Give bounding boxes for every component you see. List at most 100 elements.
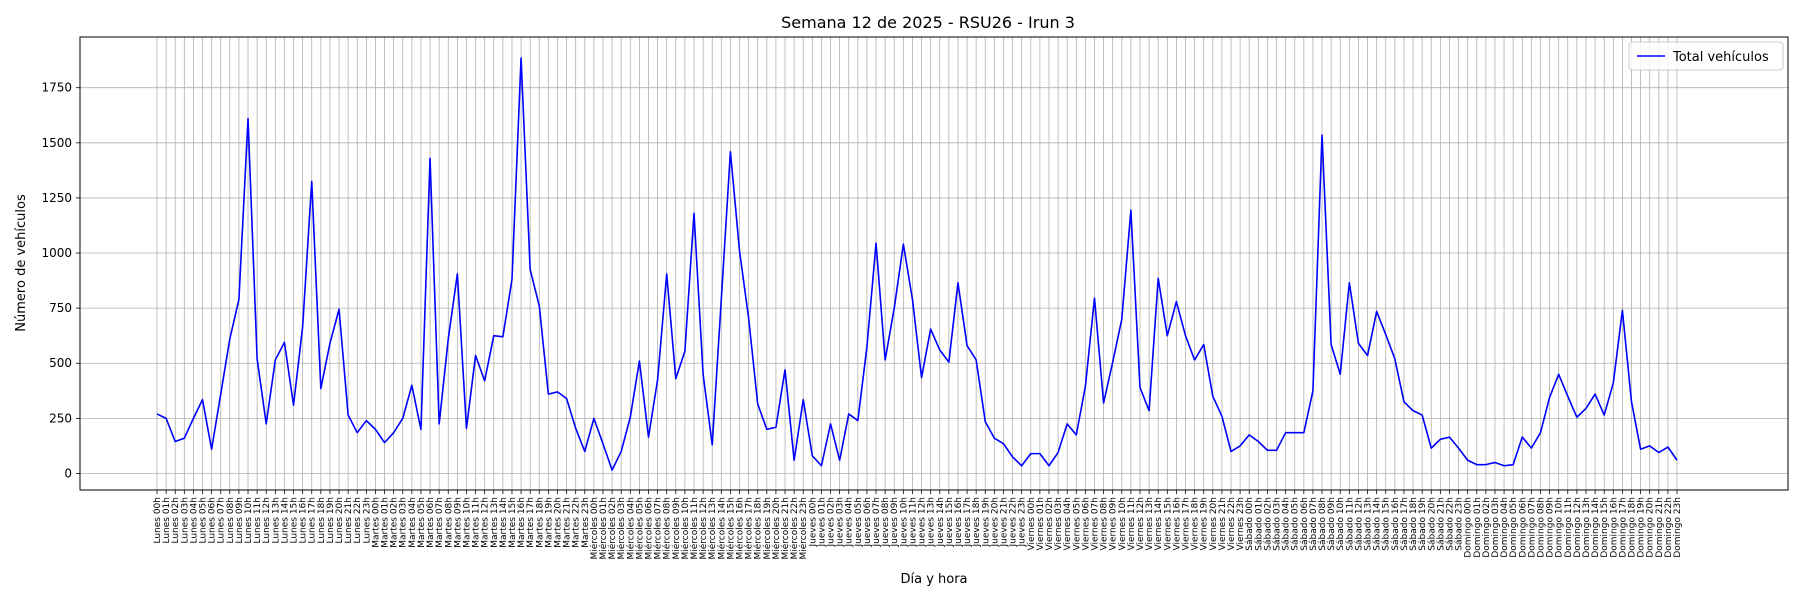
x-tick-label: Martes 03h <box>399 497 409 548</box>
data-point <box>265 423 267 425</box>
data-point <box>1048 465 1050 467</box>
y-tick-label: 1000 <box>41 246 72 260</box>
x-tick-label: Viernes 03h <box>1054 497 1064 551</box>
x-tick-label: Miércoles 20h <box>771 497 782 560</box>
x-tick-label: Jueves 10h <box>899 497 909 547</box>
y-tick-label: 1250 <box>41 191 72 205</box>
x-tick-label: Sábado 09h <box>1327 497 1337 551</box>
x-tick-label: Viernes 11h <box>1127 497 1137 551</box>
data-point <box>875 242 877 244</box>
data-point <box>547 393 549 395</box>
x-tick-label: Domingo 08h <box>1536 497 1546 558</box>
data-point <box>1103 402 1105 404</box>
data-point <box>1148 410 1150 412</box>
x-tick-label: Jueves 21h <box>999 497 1009 547</box>
data-point <box>529 269 531 271</box>
x-tick-label: Jueves 14h <box>936 497 946 547</box>
data-point <box>429 157 431 159</box>
data-point <box>456 273 458 275</box>
data-point <box>729 151 731 153</box>
x-tick-label: Lunes 18h <box>317 497 327 544</box>
x-tick-label: Martes 22h <box>572 497 582 548</box>
data-point <box>984 421 986 423</box>
x-tick-label: Jueves 04h <box>845 497 855 547</box>
data-point <box>1558 373 1560 375</box>
data-point <box>820 465 822 467</box>
x-tick-label: Sábado 07h <box>1309 497 1319 551</box>
x-tick-label: Domingo 03h <box>1491 497 1501 558</box>
data-point <box>1567 395 1569 397</box>
data-point <box>238 298 240 300</box>
data-point <box>757 403 759 405</box>
data-point <box>1376 310 1378 312</box>
data-point <box>1230 450 1232 452</box>
x-tick-label: Domingo 16h <box>1609 497 1619 558</box>
data-point <box>493 335 495 337</box>
x-tick-label: Domingo 11h <box>1564 497 1574 558</box>
x-tick-label: Miércoles 14h <box>716 497 727 560</box>
data-point <box>857 420 859 422</box>
x-tick-label: Jueves 13h <box>927 497 937 547</box>
data-point <box>1430 447 1432 449</box>
x-tick-label: Miércoles 16h <box>735 497 746 560</box>
x-tick-label: Martes 15h <box>508 497 518 548</box>
legend: Total vehículos <box>1628 41 1784 71</box>
data-point <box>1667 446 1669 448</box>
data-point <box>1175 301 1177 303</box>
data-point <box>229 338 231 340</box>
x-tick-label: Domingo 04h <box>1500 497 1510 558</box>
data-point <box>1121 318 1123 320</box>
data-point <box>1649 445 1651 447</box>
data-point <box>1476 464 1478 466</box>
x-tick-label: Sábado 12h <box>1354 497 1364 551</box>
x-tick-label: Viernes 01h <box>1036 497 1046 551</box>
data-point <box>957 282 959 284</box>
x-tick-label: Jueves 00h <box>808 497 818 547</box>
data-point <box>1084 385 1086 387</box>
x-tick-label: Lunes 08h <box>226 497 236 544</box>
plot-area-frame <box>79 36 1789 491</box>
x-tick-label: Miércoles 13h <box>707 497 718 560</box>
data-point <box>1066 423 1068 425</box>
x-tick-label: Miércoles 03h <box>616 497 627 560</box>
x-tick-label: Lunes 10h <box>244 497 254 544</box>
data-point <box>183 437 185 439</box>
x-tick-label: Jueves 23h <box>1018 497 1028 547</box>
x-tick-label: Lunes 19h <box>326 497 336 544</box>
data-point <box>374 428 376 430</box>
data-point <box>1312 390 1314 392</box>
x-tick-label: Lunes 14h <box>280 497 290 544</box>
x-tick-label: Martes 01h <box>381 497 391 548</box>
data-point <box>1394 358 1396 360</box>
x-tick-label: Viernes 16h <box>1172 497 1182 551</box>
x-tick-label: Domingo 00h <box>1464 497 1474 558</box>
data-point <box>1303 432 1305 434</box>
data-point <box>365 420 367 422</box>
x-tick-label: Viernes 07h <box>1090 497 1100 551</box>
x-tick-label: Jueves 17h <box>963 497 973 547</box>
data-point <box>1421 414 1423 416</box>
x-tick-label: Miércoles 15h <box>725 497 736 560</box>
data-point <box>256 358 258 360</box>
x-tick-label: Sábado 17h <box>1400 497 1410 551</box>
x-tick-label: Lunes 11h <box>253 497 263 544</box>
data-point <box>1357 342 1359 344</box>
x-tick-label: Sábado 10h <box>1336 497 1346 551</box>
data-point <box>1530 447 1532 449</box>
data-point <box>1403 401 1405 403</box>
data-point <box>921 377 923 379</box>
y-tick-label: 500 <box>49 356 72 370</box>
x-tick-label: Viernes 15h <box>1163 497 1173 551</box>
x-tick-label: Viernes 22h <box>1227 497 1237 551</box>
x-tick-label: Lunes 07h <box>217 497 227 544</box>
data-point <box>293 404 295 406</box>
data-point <box>766 428 768 430</box>
y-tick-label: 250 <box>49 411 72 425</box>
x-tick-label: Viernes 12h <box>1136 497 1146 551</box>
series-line-total-vehiculos <box>156 57 1678 471</box>
x-tick-label: Jueves 18h <box>972 497 982 547</box>
data-point <box>1285 432 1287 434</box>
data-point <box>447 338 449 340</box>
data-point <box>347 414 349 416</box>
y-tick-label: 1500 <box>41 136 72 150</box>
